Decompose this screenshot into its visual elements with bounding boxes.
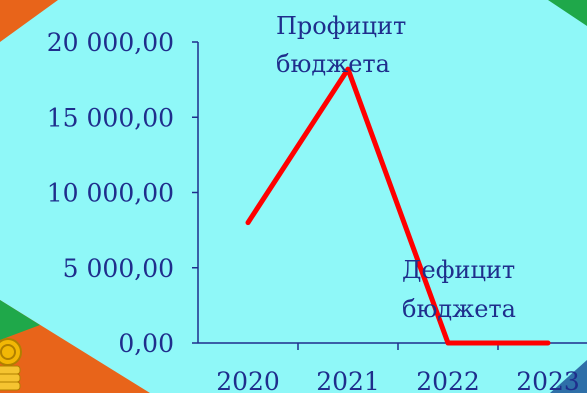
series-lines <box>245 66 551 346</box>
x-tick-label: 2021 <box>316 367 380 393</box>
gold-coin-stack-icon <box>0 338 22 391</box>
corner-decoration-bottom-left <box>0 300 150 393</box>
series-line <box>245 66 551 346</box>
y-axis-ticks: 0,00 5 000,00 10 000,00 15 000,00 20 000,00 <box>47 28 198 358</box>
x-tick-label: 2023 <box>516 367 580 393</box>
y-tick-label: 20 000,00 <box>47 28 174 57</box>
y-tick-label: 5 000,00 <box>63 254 174 283</box>
corner-decoration-bottom-left-stripe <box>0 300 40 340</box>
corner-decoration-top-right <box>548 0 587 26</box>
y-tick-label: 10 000,00 <box>47 179 174 208</box>
x-axis-ticks: 2020 2021 2022 2023 <box>216 343 580 393</box>
corner-decoration-bottom-right <box>550 360 587 393</box>
corner-decoration-top-left <box>0 0 58 42</box>
annotation-deficit-line2: бюджета <box>402 295 516 323</box>
annotation-surplus-line2: бюджета <box>276 50 390 78</box>
y-tick-label: 15 000,00 <box>47 103 174 132</box>
annotation-deficit-line1: Дефицит <box>402 256 515 284</box>
y-tick-label: 0,00 <box>118 329 174 358</box>
x-tick-label: 2022 <box>416 367 480 393</box>
annotation-surplus-line1: Профицит <box>276 12 406 40</box>
x-tick-label: 2020 <box>216 367 280 393</box>
